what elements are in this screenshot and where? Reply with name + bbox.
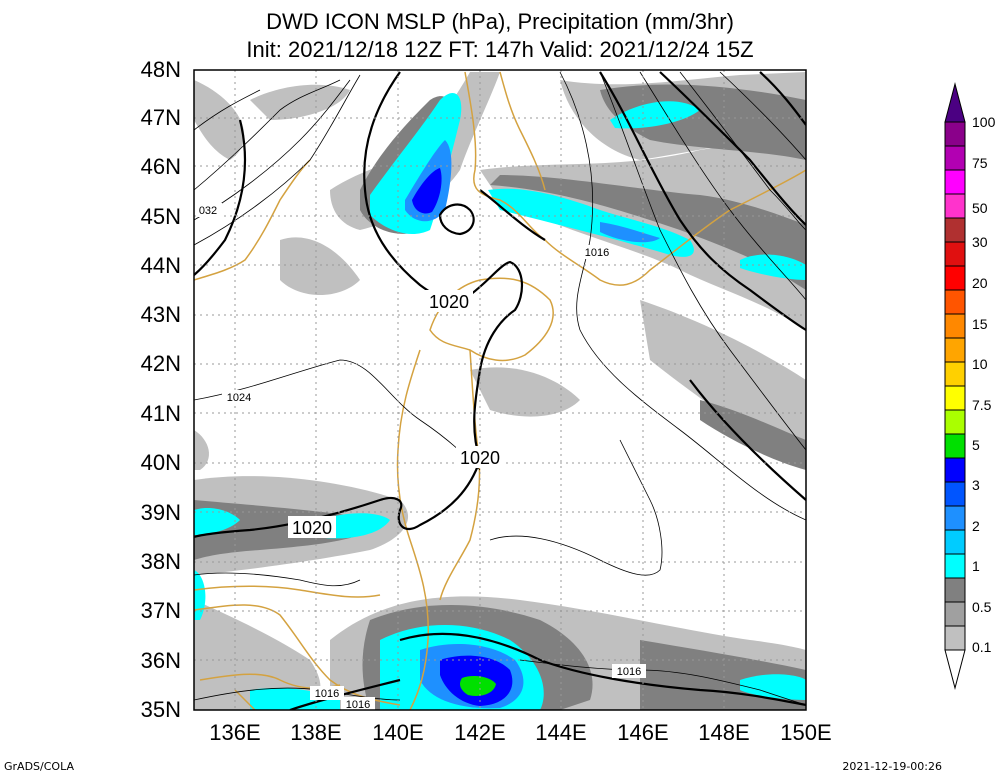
lat-label: 43N [140,302,181,327]
lat-label: 36N [140,648,181,673]
lon-label: 148E [698,720,750,745]
lon-label: 136E [209,720,261,745]
isobar-label-1016: 1016 [617,666,641,678]
isobar-labels: 1020 1020 1020 1016 1016 1016 1016 1024 … [196,203,646,711]
colorbar-label: 7.5 [972,397,992,413]
isobars-1020 [194,71,806,710]
colorbar-label: 5 [972,437,980,453]
isobar-label-1024: 1024 [227,392,251,404]
lat-label: 35N [140,697,181,722]
colorbar-label: 10 [972,356,988,372]
colorbar-label: 1 [972,558,980,574]
lat-label: 40N [140,450,181,475]
lon-label: 144E [535,720,587,745]
lon-label: 146E [617,720,669,745]
colorbar-label: 20 [972,275,988,291]
lat-label: 44N [140,253,181,278]
lat-label: 37N [140,598,181,623]
colorbar-label: 100 [972,114,996,130]
isobar-label-1032: 032 [199,205,217,217]
precip-5mm-area [460,676,496,696]
lat-label: 45N [140,204,181,229]
isobar-label-1016: 1016 [346,699,370,711]
lat-label: 38N [140,549,181,574]
lat-label: 42N [140,351,181,376]
footer-timestamp: 2021-12-19-00:26 [842,760,942,773]
map-title: DWD ICON MSLP (hPa), Precipitation (mm/3… [266,9,734,34]
lat-label: 46N [140,154,181,179]
colorbar [944,82,966,690]
colorbar-label: 75 [972,155,988,171]
isobar-label-1020: 1020 [460,448,500,468]
colorbar-label: 2 [972,518,980,534]
colorbar-label: 50 [972,200,988,216]
isobar-label-1016: 1016 [315,688,339,700]
lat-label: 41N [140,401,181,426]
isobar-label-1020: 1020 [292,518,332,538]
lon-label: 138E [290,720,342,745]
colorbar-label: 0.1 [972,639,992,655]
colorbar-label: 30 [972,234,988,250]
colorbar-label: 3 [972,477,980,493]
colorbar-label: 15 [972,316,988,332]
map-frame [193,69,807,711]
footer-credit: GrADS/COLA [4,760,74,773]
lat-label: 48N [140,57,181,82]
colorbar-bottom-arrow [944,649,966,690]
lat-label: 47N [140,105,181,130]
lon-label: 140E [372,720,424,745]
lon-label: 142E [454,720,506,745]
isobar-label-1020: 1020 [429,292,469,312]
colorbar-top-arrow [944,82,966,123]
isobar-label-1016: 1016 [585,247,609,259]
colorbar-label: 0.5 [972,599,992,615]
lat-label: 39N [140,500,181,525]
lon-label: 150E [780,720,832,745]
map-subtitle: Init: 2021/12/18 12Z FT: 147h Valid: 202… [246,37,754,62]
